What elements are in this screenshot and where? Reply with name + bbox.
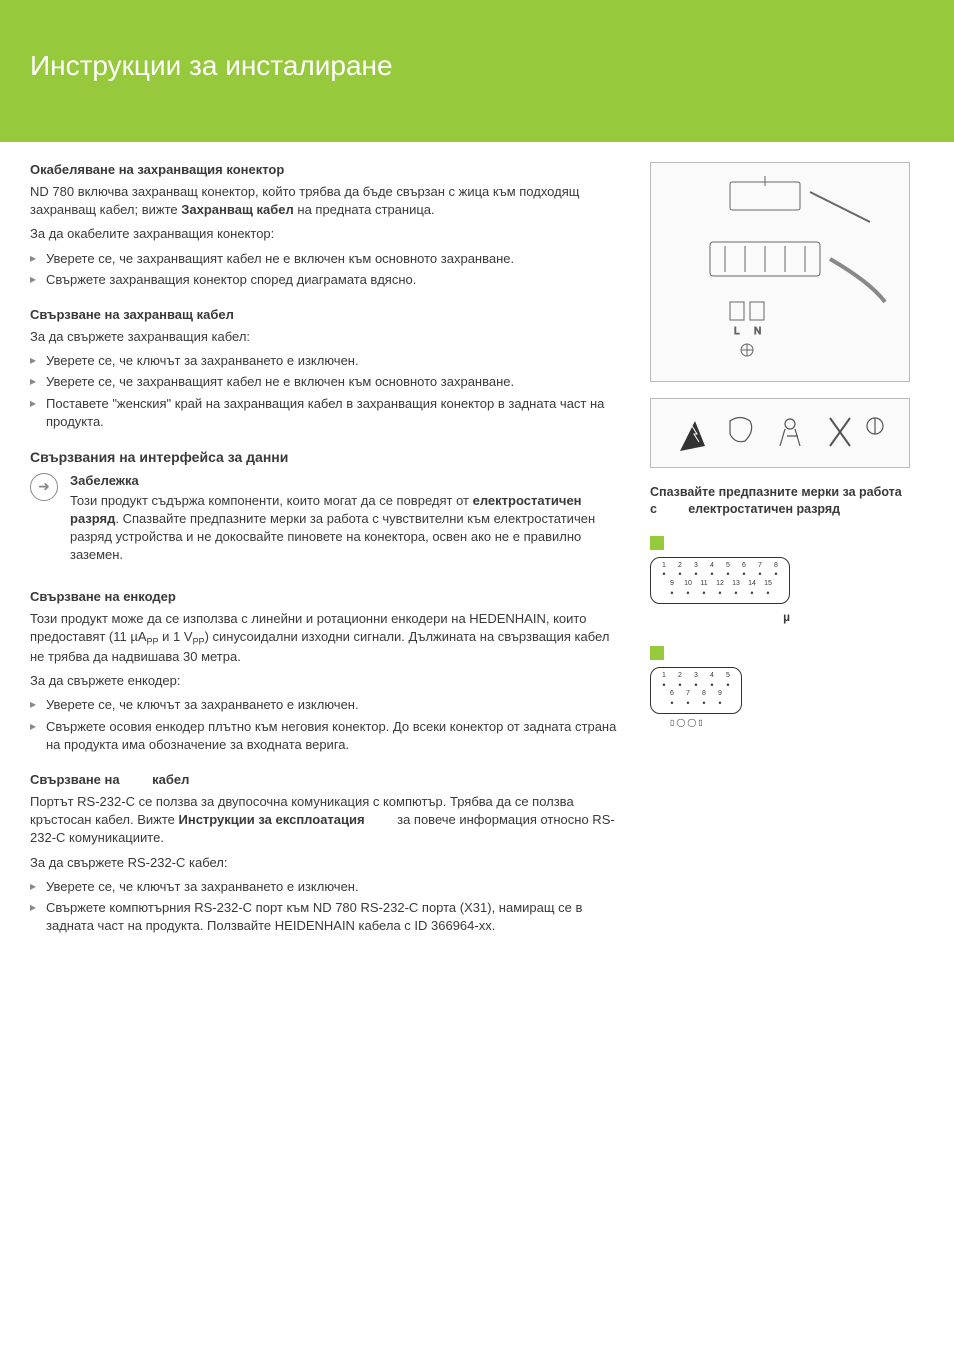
esd-diagram-icon (670, 406, 890, 461)
note-icon: ➜ (30, 473, 58, 501)
page-title: Инструкции за инсталиране (30, 50, 924, 82)
connector-footprint-icon: ▯◯◯▯ (670, 718, 910, 727)
paragraph: Този продукт съдържа компоненти, които м… (70, 492, 620, 565)
page-content: Окабеляване на захранващия конектор ND 7… (0, 142, 954, 973)
pin-diagram-9: 1 2 3 4 5 ••••• 6 7 8 9 •••• (650, 667, 742, 714)
figure-esd (650, 398, 910, 468)
figure-connector-9pin: 1 2 3 4 5 ••••• 6 7 8 9 •••• ▯◯◯▯ (650, 646, 910, 727)
svg-text:N: N (754, 326, 761, 337)
section-wiring-connector: Окабеляване на захранващия конектор ND 7… (30, 162, 620, 289)
connector-label: µ (650, 610, 790, 624)
page-header: Инструкции за инсталиране (0, 0, 954, 142)
paragraph: За да окабелите захранващия конектор: (30, 225, 620, 243)
sidebar-column: L N (650, 162, 910, 953)
paragraph: ND 780 включва захранващ конектор, който… (30, 183, 620, 219)
svg-text:L: L (734, 326, 740, 337)
list-item: Уверете се, че захранващият кабел не е в… (30, 250, 620, 268)
list-item: Свържете осовия енкодер плътно към негов… (30, 718, 620, 754)
marker-icon (650, 646, 664, 660)
esd-caption: Спазвайте предпазните мерки за работа с … (650, 484, 910, 518)
section-title: Свързване на кабел (30, 772, 620, 787)
list-item: Уверете се, че ключът за захранването е … (30, 696, 620, 714)
section-title: Свързване на енкодер (30, 589, 620, 604)
paragraph: Този продукт може да се използва с линей… (30, 610, 620, 667)
note-body: Забележка Този продукт съдържа компонент… (70, 473, 620, 571)
list-item: Уверете се, че ключът за захранването е … (30, 352, 620, 370)
bullet-list: Уверете се, че ключът за захранването е … (30, 878, 620, 936)
paragraph: За да свържете енкодер: (30, 672, 620, 690)
paragraph: Портът RS-232-C се ползва за двупосочна … (30, 793, 620, 848)
section-title: Свързване на захранващ кабел (30, 307, 620, 322)
bullet-list: Уверете се, че ключът за захранването е … (30, 352, 620, 431)
marker-icon (650, 536, 664, 550)
section-rs232: Свързване на кабел Портът RS-232-C се по… (30, 772, 620, 935)
section-connect-cable: Свързване на захранващ кабел За да свърж… (30, 307, 620, 431)
note-title: Забележка (70, 473, 620, 488)
main-column: Окабеляване на захранващия конектор ND 7… (30, 162, 620, 953)
list-item: Уверете се, че захранващият кабел не е в… (30, 373, 620, 391)
figure-connector-15pin: 1 2 3 4 5 6 7 8 •••••••• 9 10 11 12 13 1… (650, 536, 910, 604)
note-box: ➜ Забележка Този продукт съдържа компоне… (30, 473, 620, 571)
list-item: Свържете компютърния RS-232-C порт към N… (30, 899, 620, 935)
figure-power-connector: L N (650, 162, 910, 382)
section-encoder: Свързване на енкодер Този продукт може д… (30, 589, 620, 754)
pin-diagram-15: 1 2 3 4 5 6 7 8 •••••••• 9 10 11 12 13 1… (650, 557, 790, 604)
paragraph: За да свържете RS-232-C кабел: (30, 854, 620, 872)
paragraph: За да свържете захранващия кабел: (30, 328, 620, 346)
bullet-list: Уверете се, че захранващият кабел не е в… (30, 250, 620, 289)
subsection-heading: Свързвания на интерфейса за данни (30, 449, 620, 465)
section-title: Окабеляване на захранващия конектор (30, 162, 620, 177)
connector-diagram-icon: L N (670, 172, 890, 372)
list-item: Свържете захранващия конектор според диа… (30, 271, 620, 289)
list-item: Поставете "женския" край на захранващия … (30, 395, 620, 431)
bullet-list: Уверете се, че ключът за захранването е … (30, 696, 620, 754)
list-item: Уверете се, че ключът за захранването е … (30, 878, 620, 896)
